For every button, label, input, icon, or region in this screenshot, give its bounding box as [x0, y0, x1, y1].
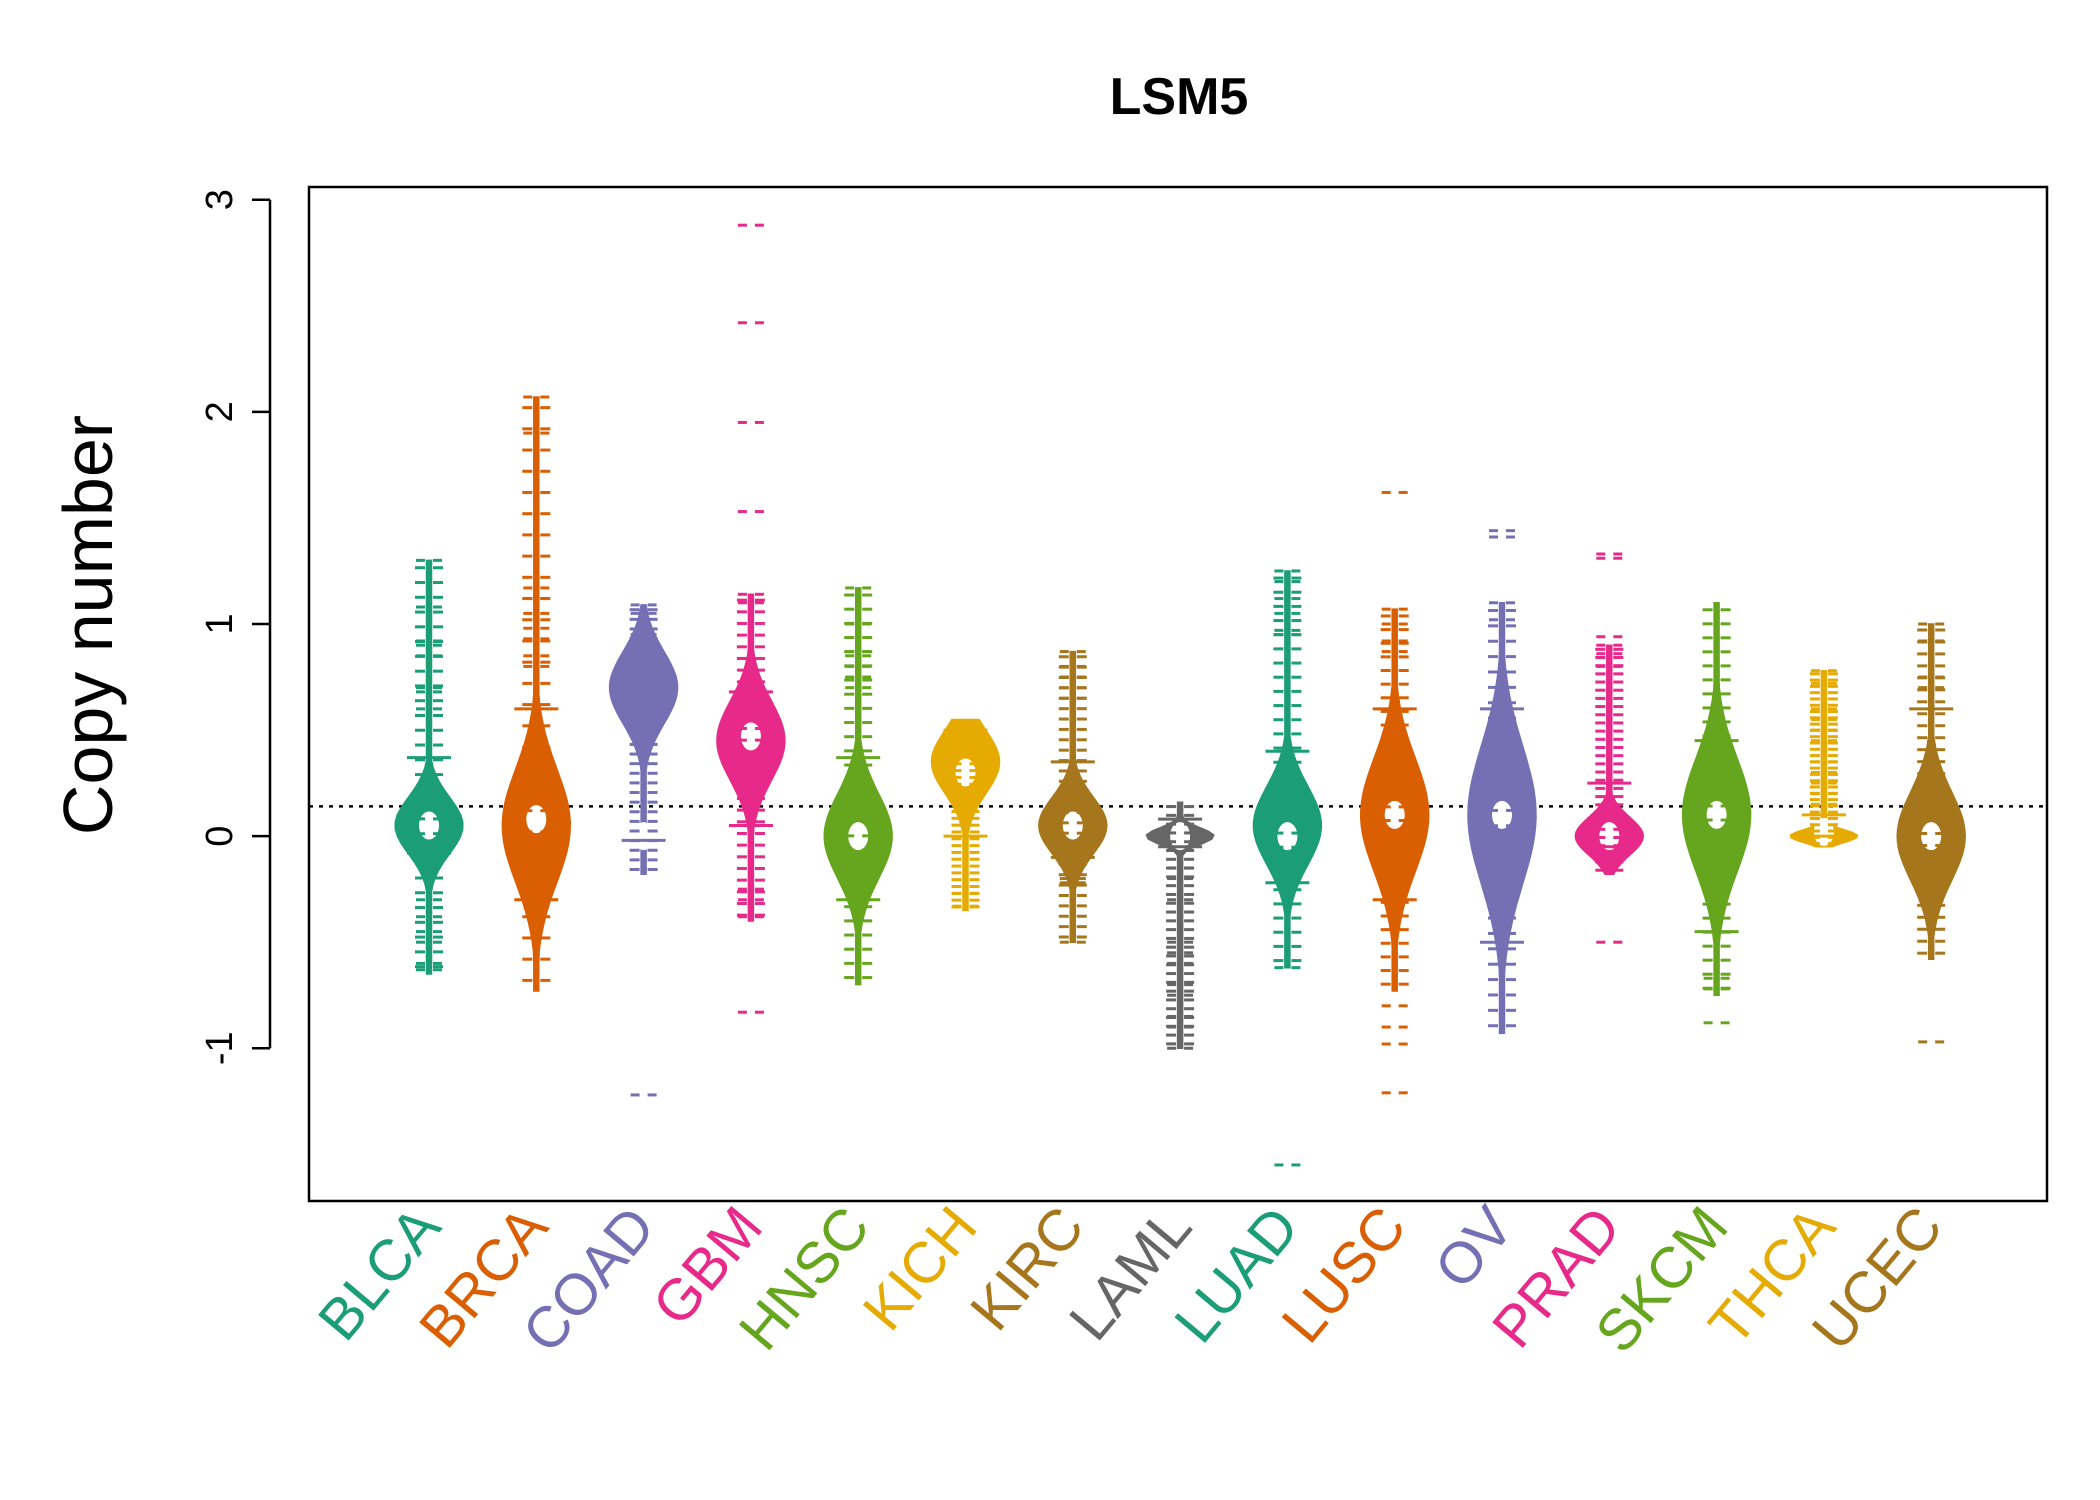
violin-gbm: [716, 223, 786, 1014]
violin-body: [823, 587, 893, 986]
violin-median-marker: [955, 758, 976, 787]
violin-thca: [1789, 669, 1859, 848]
violin-body: [1145, 801, 1215, 1050]
violin-body: [1359, 608, 1430, 992]
chart-title: LSM5: [1110, 68, 1249, 126]
violin-body: [716, 593, 786, 922]
violin-body: [1789, 669, 1859, 848]
violin-kich: [930, 718, 1001, 912]
violin-ov: [1467, 529, 1537, 1035]
violin-laml: [1145, 801, 1215, 1050]
violin-blca: [394, 558, 464, 975]
violin-luad: [1252, 569, 1323, 1167]
violin-body: [608, 604, 679, 876]
violin-body: [930, 718, 1001, 912]
violin-body: [501, 396, 572, 992]
y-tick-label: 3: [199, 189, 241, 210]
plot-frame: [307, 185, 2049, 1203]
violin-median-marker: [1921, 822, 1942, 851]
violin-median-marker: [1384, 800, 1405, 829]
y-tick-label: -1: [199, 1031, 241, 1065]
y-tick-label: 1: [199, 613, 241, 634]
violin-lusc: [1359, 490, 1430, 1095]
violin-median-marker: [1277, 822, 1298, 851]
violin-body: [1252, 570, 1323, 969]
violin-median-marker: [1706, 800, 1727, 829]
y-axis-label: Copy number: [49, 415, 127, 835]
violin-brca: [501, 395, 572, 992]
violins: [394, 223, 1966, 1167]
violin-body: [1038, 650, 1108, 943]
y-tick-label: 2: [199, 401, 241, 422]
violin-median-marker: [740, 722, 761, 751]
violin-body: [394, 559, 464, 975]
violin-median-marker: [1062, 811, 1083, 840]
violin-median-marker: [419, 811, 439, 840]
violin-hnsc: [823, 586, 893, 986]
violin-median-marker: [633, 822, 654, 851]
violin-body: [1896, 623, 1966, 960]
x-tick-label: KICH: [851, 1195, 990, 1343]
violin-kirc: [1038, 650, 1108, 944]
violin-coad: [608, 603, 679, 1097]
violin-median-marker: [1492, 800, 1512, 829]
x-tick-label: LUAD: [1162, 1195, 1311, 1355]
violin-body: [1574, 644, 1645, 876]
x-tick-label: LUSC: [1269, 1195, 1418, 1355]
violin-median-marker: [848, 822, 869, 851]
y-tick-label: 0: [199, 826, 241, 847]
y-axis: -1 0 1 2 3: [199, 189, 272, 1065]
violin-ucec: [1896, 622, 1966, 1044]
violin-prad: [1574, 552, 1645, 944]
violin-skcm: [1681, 602, 1752, 1025]
violin-body: [1681, 602, 1752, 996]
